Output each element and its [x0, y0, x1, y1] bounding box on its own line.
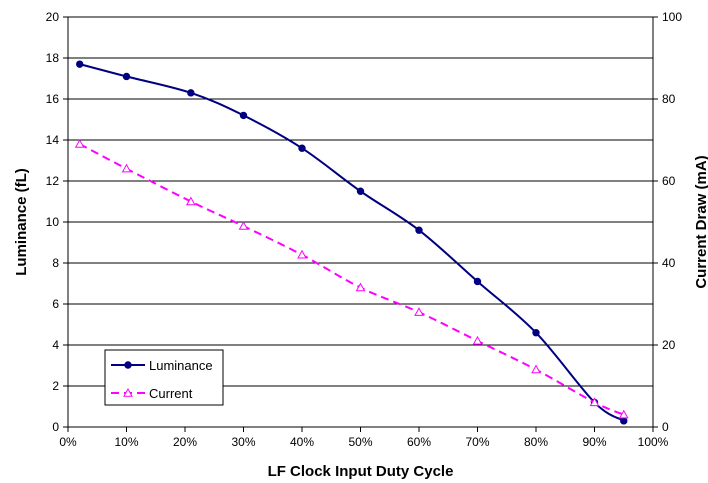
x-tick-label: 10%: [114, 435, 138, 449]
current-point: [121, 163, 132, 173]
x-tick-label: 70%: [465, 435, 489, 449]
luminance-point: [415, 226, 423, 234]
luminance-point: [239, 111, 248, 120]
luminance-point: [620, 417, 628, 425]
current-point: [589, 397, 600, 407]
y-tick-label: 12: [46, 174, 60, 188]
luminance-point: [473, 277, 482, 286]
legend-marker: [124, 361, 132, 369]
y-tick-label: 0: [52, 420, 59, 434]
y-tick-label: 16: [46, 92, 60, 106]
current-point: [238, 221, 249, 230]
gridlines: [68, 57, 653, 387]
luminance-point: [298, 144, 306, 152]
y-tick-label: 8: [52, 256, 59, 270]
legend: Luminance Current: [104, 349, 224, 406]
luminance-point: [122, 72, 131, 81]
luminance-point: [187, 89, 195, 97]
y-axis-title: Luminance (fL): [13, 168, 30, 276]
current-point: [472, 335, 483, 345]
x-tick-label: 60%: [407, 435, 431, 449]
current-point: [414, 307, 424, 316]
luminance-point: [356, 187, 365, 195]
y2-tick-label: 20: [662, 338, 676, 352]
y-axis-ticks: 0 2 4 6 8 10 12 14 16 18 20: [46, 10, 68, 434]
x-tick-label: 30%: [231, 435, 255, 449]
x-tick-label: 90%: [582, 435, 606, 449]
legend-label: Luminance: [149, 358, 213, 373]
series-luminance: [76, 60, 628, 425]
legend-marker: [123, 387, 133, 397]
x-tick-label: 50%: [348, 435, 372, 449]
x-axis-ticks: 0% 10% 20% 30% 40% 50% 60% 70% 80% 90% 100%: [59, 427, 669, 449]
y2-tick-label: 0: [662, 420, 669, 434]
current-point: [531, 364, 541, 374]
y-tick-label: 14: [46, 133, 60, 147]
current-point: [618, 409, 629, 419]
luminance-point: [76, 60, 84, 68]
y-tick-label: 4: [52, 338, 59, 352]
y2-tick-label: 80: [662, 92, 676, 106]
x-tick-label: 20%: [173, 435, 197, 449]
y-tick-label: 6: [52, 297, 59, 311]
current-point: [74, 139, 85, 148]
legend-label: Current: [149, 386, 193, 401]
x-axis-title: LF Clock Input Duty Cycle: [268, 463, 454, 480]
series-current: [74, 139, 629, 419]
y2-axis-title: Current Draw (mA): [693, 155, 708, 288]
y2-tick-label: 100: [662, 10, 682, 24]
current-point: [355, 282, 366, 292]
x-tick-label: 80%: [524, 435, 548, 449]
y2-tick-label: 40: [662, 256, 676, 270]
series-layer: [74, 60, 629, 425]
luminance-point: [532, 329, 540, 337]
y2-axis-ticks: 0 20 40 60 80 100: [653, 10, 682, 434]
x-tick-label: 100%: [638, 435, 669, 449]
x-tick-label: 40%: [290, 435, 314, 449]
y-tick-label: 10: [46, 215, 60, 229]
y2-tick-label: 60: [662, 174, 676, 188]
x-tick-label: 0%: [59, 435, 77, 449]
y-tick-label: 20: [46, 10, 60, 24]
y-tick-label: 2: [52, 379, 59, 393]
current-point: [186, 196, 196, 206]
y-tick-label: 18: [46, 51, 60, 65]
current-point: [297, 249, 307, 259]
